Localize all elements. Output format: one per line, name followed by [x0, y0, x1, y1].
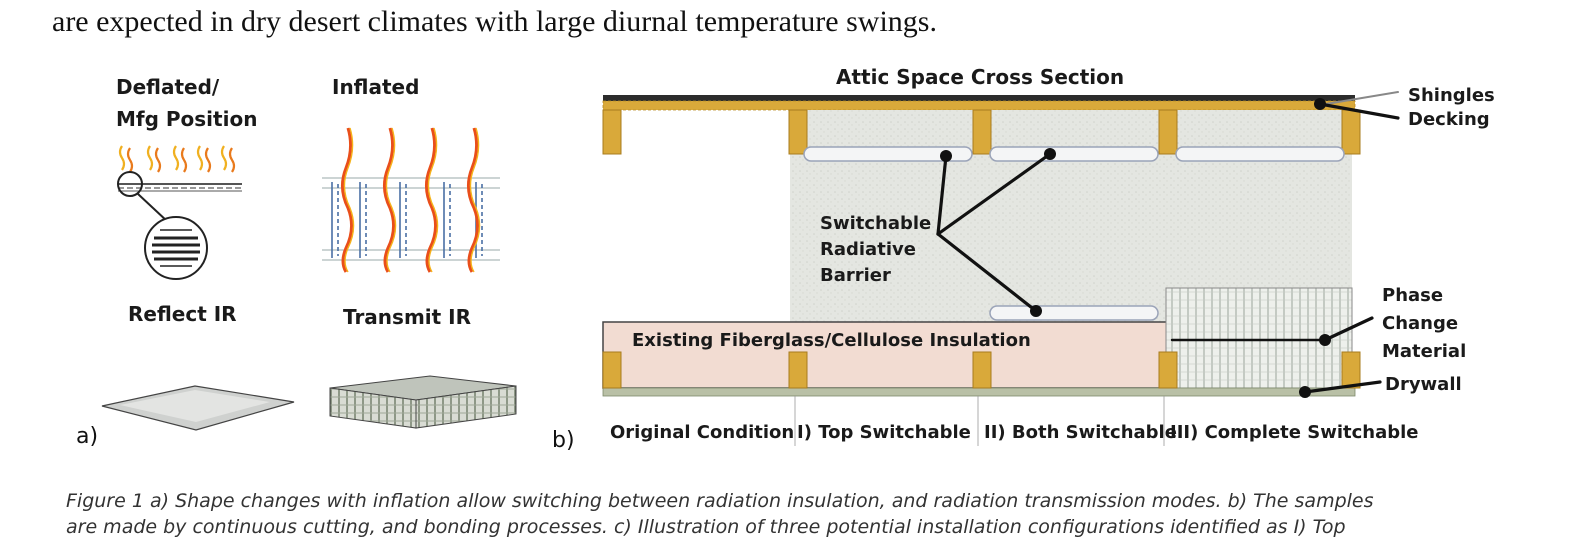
block-sample: [329, 375, 517, 429]
col1-title-line1: Deflated/: [116, 75, 220, 99]
shingles-label: Shingles: [1408, 85, 1495, 106]
col1-title-line2: Mfg Position: [116, 107, 258, 131]
callout-lines: [936, 91, 1400, 394]
callout-dots: [940, 98, 1331, 398]
attic-title: Attic Space Cross Section: [836, 65, 1125, 89]
col1-caption: Reflect IR: [128, 302, 237, 326]
inflated-structure: [322, 127, 500, 273]
deflated-film: [118, 183, 242, 192]
body-text-line: are expected in dry desert climates with…: [52, 5, 937, 38]
figure-caption: Figure 1 a) Shape changes with inflation…: [66, 488, 1374, 540]
pcm-label-3: Material: [1382, 341, 1467, 362]
roof: [602, 95, 1356, 111]
condition-top-switchable: I) Top Switchable: [797, 422, 971, 443]
condition-complete-switchable: III) Complete Switchable: [1170, 422, 1419, 443]
lower-barrier: [989, 305, 1159, 321]
decking-label: Decking: [1408, 109, 1490, 130]
insulation-label: Existing Fiberglass/Cellulose Insulation: [632, 330, 1031, 351]
drywall: [602, 387, 1356, 397]
panel-b-label: b): [552, 428, 575, 453]
panel-a-label: a): [76, 424, 99, 449]
caption-line-1: Figure 1 a) Shape changes with inflation…: [66, 490, 1374, 512]
section-dividers: [794, 396, 1165, 446]
col2-title: Inflated: [332, 75, 420, 99]
pcm-label-2: Change: [1382, 313, 1459, 334]
condition-both-switchable: II) Both Switchable: [984, 422, 1177, 443]
flat-sheet-sample: [101, 385, 295, 431]
drywall-label: Drywall: [1385, 374, 1462, 395]
col2-caption: Transmit IR: [343, 305, 472, 329]
switchable-label-2: Radiative: [820, 239, 916, 260]
pcm-label-1: Phase: [1382, 285, 1444, 306]
magnifier-icon: [117, 171, 208, 280]
switchable-label-3: Barrier: [820, 265, 891, 286]
condition-original: Original Condition: [610, 422, 795, 443]
switchable-label-1: Switchable: [820, 213, 932, 234]
top-barriers: [803, 146, 1345, 162]
deflated-flames: [118, 145, 236, 173]
joists: [602, 109, 1361, 389]
caption-line-2: are made by continuous cutting, and bond…: [66, 516, 1346, 538]
